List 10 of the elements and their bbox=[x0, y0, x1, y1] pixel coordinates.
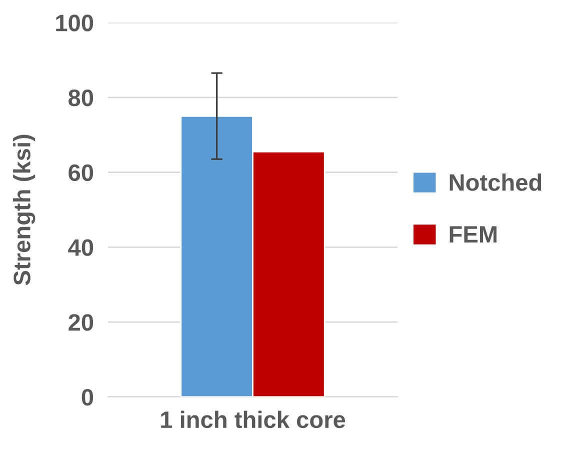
y-axis-title: Strength (ksi) bbox=[13, 134, 36, 286]
y-tick-label: 80 bbox=[68, 89, 94, 106]
y-tick-label: 0 bbox=[82, 388, 94, 406]
y-tick-label: 100 bbox=[56, 14, 94, 32]
x-tick-label: 1 inch thick core bbox=[161, 410, 346, 428]
y-tick-label: 40 bbox=[68, 239, 94, 256]
y-tick-label: 60 bbox=[68, 164, 94, 182]
y-tick-label: 20 bbox=[68, 314, 94, 331]
legend-label: Notched bbox=[450, 174, 542, 191]
legend-label: FEM bbox=[450, 226, 497, 243]
